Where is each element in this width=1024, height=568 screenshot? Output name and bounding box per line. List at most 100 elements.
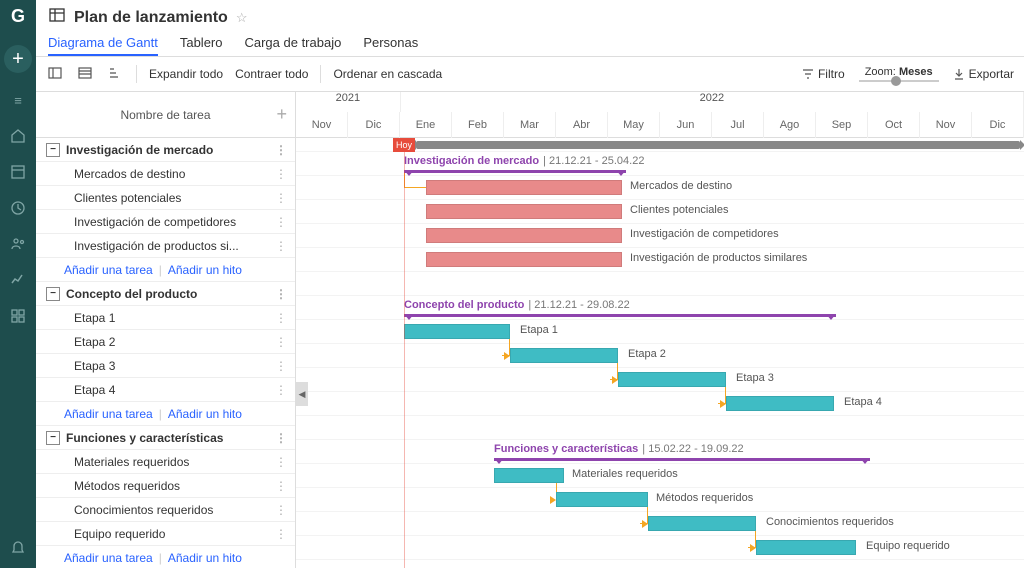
- row-menu-icon[interactable]: ⋮: [271, 287, 291, 301]
- menu-icon[interactable]: ≡: [9, 91, 27, 109]
- row-menu-icon[interactable]: ⋮: [271, 311, 291, 325]
- month-label: Ene: [400, 112, 452, 138]
- gantt-bar[interactable]: [426, 252, 622, 267]
- gantt-bar-label: Clientes potenciales: [630, 204, 728, 216]
- zoom-control[interactable]: Zoom: Meses: [859, 66, 939, 82]
- month-label: Abr: [556, 112, 608, 138]
- row-menu-icon[interactable]: ⋮: [271, 479, 291, 493]
- gantt-bar-label: Materiales requeridos: [572, 468, 678, 480]
- row-menu-icon[interactable]: ⋮: [271, 503, 291, 517]
- task-row[interactable]: Métodos requeridos⋮: [36, 474, 295, 498]
- tab-personas[interactable]: Personas: [363, 35, 418, 56]
- gantt-bar-label: Etapa 3: [736, 372, 774, 384]
- gantt-bar[interactable]: [426, 204, 622, 219]
- gantt-bar[interactable]: [726, 396, 834, 411]
- row-menu-icon[interactable]: ⋮: [271, 239, 291, 253]
- view-tabs: Diagrama de Gantt Tablero Carga de trabajo…: [48, 35, 1012, 56]
- apps-icon[interactable]: [9, 307, 27, 325]
- row-menu-icon[interactable]: ⋮: [271, 191, 291, 205]
- row-menu-icon[interactable]: ⋮: [271, 143, 291, 157]
- tab-diagrama-de-gantt[interactable]: Diagrama de Gantt: [48, 35, 158, 56]
- gantt-row: Materiales requeridos: [296, 464, 1024, 488]
- row-menu-icon[interactable]: ⋮: [271, 383, 291, 397]
- gantt-bar-label: Conocimientos requeridos: [766, 516, 894, 528]
- filter-button[interactable]: Filtro: [802, 67, 845, 81]
- toolbar-icon-2[interactable]: [76, 64, 94, 85]
- row-menu-icon[interactable]: ⋮: [271, 527, 291, 541]
- gantt-row: [296, 272, 1024, 296]
- gantt-bar[interactable]: [426, 180, 622, 195]
- row-menu-icon[interactable]: ⋮: [271, 431, 291, 445]
- task-row[interactable]: Materiales requeridos⋮: [36, 450, 295, 474]
- task-row[interactable]: Clientes potenciales⋮: [36, 186, 295, 210]
- gantt-bar[interactable]: [556, 492, 648, 507]
- pane-collapse-handle[interactable]: ◀: [296, 382, 308, 406]
- collapse-toggle[interactable]: −: [46, 431, 60, 445]
- task-row[interactable]: Etapa 4⋮: [36, 378, 295, 402]
- task-row[interactable]: Equipo requerido⋮: [36, 522, 295, 546]
- month-label: Jul: [712, 112, 764, 138]
- task-row[interactable]: Conocimientos requeridos⋮: [36, 498, 295, 522]
- task-row[interactable]: Etapa 3⋮: [36, 354, 295, 378]
- gantt-row: Métodos requeridos: [296, 488, 1024, 512]
- toolbar-icon-3[interactable]: [106, 64, 124, 85]
- collapse-toggle[interactable]: −: [46, 143, 60, 157]
- task-group-row[interactable]: −Funciones y características⋮: [36, 426, 295, 450]
- toolbar-icon-1[interactable]: [46, 64, 64, 85]
- analytics-icon[interactable]: [9, 271, 27, 289]
- collapse-toggle[interactable]: −: [46, 287, 60, 301]
- task-group-row[interactable]: −Investigación de mercado⋮: [36, 138, 295, 162]
- add-milestone-link[interactable]: Añadir un hito: [168, 407, 242, 421]
- gantt-bar-label: Métodos requeridos: [656, 492, 753, 504]
- add-project-button[interactable]: +: [4, 45, 32, 73]
- row-menu-icon[interactable]: ⋮: [271, 167, 291, 181]
- gantt-bar[interactable]: [494, 468, 564, 483]
- row-menu-icon[interactable]: ⋮: [271, 215, 291, 229]
- add-milestone-link[interactable]: Añadir un hito: [168, 551, 242, 565]
- task-row[interactable]: Mercados de destino⋮: [36, 162, 295, 186]
- gantt-bar[interactable]: [510, 348, 618, 363]
- gantt-row: Investigación de mercado| 21.12.21 - 25.…: [296, 152, 1024, 176]
- add-task-link[interactable]: Añadir una tarea: [64, 551, 153, 565]
- cascade-sort-button[interactable]: Ordenar en cascada: [333, 67, 442, 81]
- home-icon[interactable]: [9, 127, 27, 145]
- month-label: Dic: [348, 112, 400, 138]
- expand-all-button[interactable]: Expandir todo: [149, 67, 223, 81]
- row-menu-icon[interactable]: ⋮: [271, 335, 291, 349]
- task-row[interactable]: Etapa 2⋮: [36, 330, 295, 354]
- add-task-link[interactable]: Añadir una tarea: [64, 263, 153, 277]
- favorite-star-icon[interactable]: ☆: [236, 10, 248, 26]
- add-milestone-link[interactable]: Añadir un hito: [168, 263, 242, 277]
- notifications-icon[interactable]: [9, 538, 27, 556]
- gantt-row: Investigación de productos similares: [296, 248, 1024, 272]
- gantt-row: [296, 560, 1024, 568]
- gantt-bar[interactable]: [404, 324, 510, 339]
- phase-bracket[interactable]: Funciones y características| 15.02.22 - …: [494, 458, 870, 461]
- gantt-row: Etapa 3: [296, 368, 1024, 392]
- gantt-bar[interactable]: [756, 540, 856, 555]
- gantt-bar[interactable]: [618, 372, 726, 387]
- task-row[interactable]: Etapa 1⋮: [36, 306, 295, 330]
- phase-bracket[interactable]: Investigación de mercado| 21.12.21 - 25.…: [404, 170, 626, 173]
- gantt-bar[interactable]: [426, 228, 622, 243]
- tab-carga-de-trabajo[interactable]: Carga de trabajo: [244, 35, 341, 56]
- add-task-link[interactable]: Añadir una tarea: [64, 407, 153, 421]
- clock-icon[interactable]: [9, 199, 27, 217]
- phase-bracket[interactable]: Concepto del producto| 21.12.21 - 29.08.…: [404, 314, 836, 317]
- phase-label: Concepto del producto| 21.12.21 - 29.08.…: [404, 299, 630, 311]
- collapse-all-button[interactable]: Contraer todo: [235, 67, 308, 81]
- export-button[interactable]: Exportar: [953, 67, 1014, 81]
- people-icon[interactable]: [9, 235, 27, 253]
- row-menu-icon[interactable]: ⋮: [271, 455, 291, 469]
- gantt-bar[interactable]: [648, 516, 756, 531]
- add-column-button[interactable]: +: [274, 104, 289, 125]
- gantt-bar-label: Investigación de competidores: [630, 228, 779, 240]
- task-row[interactable]: Investigación de competidores⋮: [36, 210, 295, 234]
- month-label: May: [608, 112, 660, 138]
- row-menu-icon[interactable]: ⋮: [271, 359, 291, 373]
- board-icon[interactable]: [9, 163, 27, 181]
- task-list-pane: Nombre de tarea + −Investigación de merc…: [36, 92, 296, 568]
- task-group-row[interactable]: −Concepto del producto⋮: [36, 282, 295, 306]
- tab-tablero[interactable]: Tablero: [180, 35, 223, 56]
- task-row[interactable]: Investigación de productos si...⋮: [36, 234, 295, 258]
